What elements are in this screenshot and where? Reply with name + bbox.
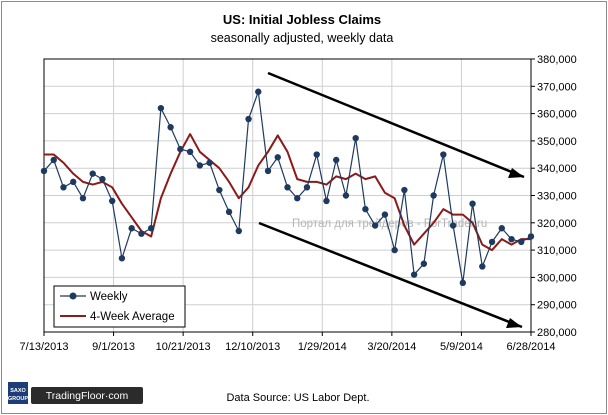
data-point-weekly (303, 184, 311, 191)
x-tick-label: 7/13/2013 (20, 341, 69, 353)
trend-line-lower (258, 221, 523, 329)
y-tick-label: 310,000 (537, 245, 577, 257)
x-tick-label: 1/29/2014 (298, 341, 347, 353)
legend-weekly-label: Weekly (90, 291, 128, 303)
data-point-weekly (352, 134, 359, 142)
y-tick-label: 330,000 (537, 191, 577, 203)
x-tick-label: 6/28/2014 (507, 341, 556, 353)
data-point-weekly (99, 175, 106, 183)
x-axis: 7/13/2013 9/1/2013 10/21/2013 12/10/2013 1/2… (20, 332, 556, 353)
data-point-weekly (235, 227, 242, 235)
data-point-weekly (391, 246, 398, 254)
legend: Weekly 4-Week Average (53, 285, 186, 328)
data-point-weekly (313, 151, 320, 158)
data-point-weekly (206, 159, 213, 166)
data-point-weekly (518, 238, 525, 246)
data-point-weekly (147, 225, 155, 232)
y-tick-label: 340,000 (537, 163, 577, 175)
data-point-weekly (488, 238, 496, 246)
trend-annotations (258, 71, 525, 329)
legend-weekly-marker (69, 292, 77, 300)
saxo-logo-subtext: GROUP (8, 396, 29, 402)
data-point-weekly (40, 167, 48, 175)
y-tick-label: 320,000 (537, 218, 577, 230)
data-point-weekly (410, 271, 418, 278)
chart-subtitle: seasonally adjusted, weekly data (211, 31, 394, 45)
data-point-weekly (128, 225, 135, 232)
x-tick-label: 10/21/2013 (156, 341, 211, 353)
data-point-weekly (479, 263, 486, 270)
data-point-weekly (225, 208, 233, 216)
data-point-weekly (79, 195, 87, 202)
data-point-weekly (157, 104, 165, 112)
series-line-4-week-average (44, 133, 531, 252)
data-point-weekly (186, 148, 194, 156)
x-tick-label: 3/20/2014 (367, 341, 416, 353)
data-point-weekly (70, 178, 77, 186)
saxo-logo-text: SAXO (10, 388, 26, 394)
data-point-weekly (323, 197, 330, 205)
trend-arrow-upper (508, 168, 524, 178)
trend-line-upper (267, 71, 525, 179)
y-tick-label: 300,000 (537, 272, 577, 284)
data-point-weekly (333, 156, 340, 164)
data-point-weekly (508, 235, 515, 243)
y-tick-label: 350,000 (537, 136, 577, 148)
data-point-weekly (284, 184, 291, 191)
saxo-logo: SAXO GROUP (8, 382, 29, 404)
data-point-weekly (381, 211, 389, 218)
tradingfloor-logo: TradingFloor·com (31, 387, 143, 404)
data-point-weekly (216, 186, 223, 194)
data-point-weekly (449, 222, 457, 229)
data-point-weekly (138, 230, 145, 237)
data-point-weekly (371, 222, 379, 229)
data-point-weekly (60, 184, 67, 191)
data-source-note: Data Source: US Labor Dept. (226, 392, 369, 404)
x-tick-label: 5/9/2014 (440, 341, 483, 353)
trend-arrow-lower (506, 318, 522, 328)
data-point-weekly (177, 145, 184, 153)
data-point-weekly (420, 260, 428, 267)
legend-average-label: 4-Week Average (90, 311, 175, 323)
data-point-weekly (274, 154, 281, 161)
data-point-weekly (255, 88, 262, 95)
data-point-weekly (401, 186, 408, 194)
legend-box (53, 285, 186, 328)
data-point-weekly (459, 279, 467, 287)
tradingfloor-logo-text: TradingFloor·com (46, 390, 129, 402)
data-point-weekly (498, 225, 505, 232)
watermark: Портал для трейдеров - ForTrader.ru (292, 218, 487, 230)
data-point-weekly (245, 115, 252, 123)
data-point-weekly (430, 192, 437, 199)
data-point-weekly (108, 197, 116, 205)
y-tick-label: 370,000 (537, 81, 577, 93)
data-point-weekly (440, 151, 447, 158)
data-point-weekly (362, 205, 369, 213)
y-tick-label: 380,000 (537, 54, 577, 66)
data-point-weekly (342, 192, 350, 199)
data-point-weekly (118, 255, 126, 262)
y-tick-label: 360,000 (537, 109, 577, 121)
data-point-weekly (469, 200, 476, 207)
y-axis: 280,000 290,000 300,000 310,000 320,000 330,0… (531, 54, 577, 339)
x-tick-label: 9/1/2013 (92, 341, 135, 353)
chart-title: US: Initial Jobless Claims (223, 12, 381, 27)
data-point-weekly (167, 124, 174, 131)
x-tick-label: 12/10/2013 (225, 341, 280, 353)
y-tick-label: 280,000 (537, 327, 577, 339)
data-point-weekly (196, 162, 204, 169)
data-point-weekly (294, 195, 301, 202)
data-point-weekly (89, 170, 96, 177)
y-tick-label: 290,000 (537, 300, 577, 312)
data-point-weekly (527, 233, 535, 240)
data-point-weekly (264, 167, 272, 175)
series-group (40, 88, 535, 287)
data-point-weekly (50, 156, 57, 164)
